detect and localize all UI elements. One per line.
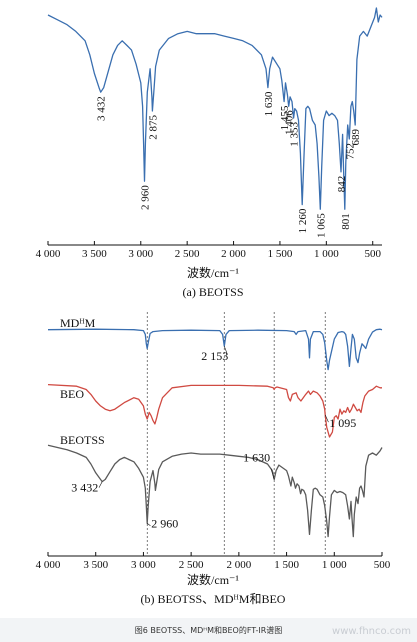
panel-a-peak-label: 842 xyxy=(336,176,348,193)
panel-b-peak-leader xyxy=(98,481,103,488)
panel-b-peak-leader xyxy=(324,414,329,423)
panel-b-x-tick-label: 1 000 xyxy=(322,559,347,571)
panel-a-peak-label: 689 xyxy=(350,129,362,146)
panel-a-x-tick-label: 1 000 xyxy=(314,248,339,260)
panel-a-x-tick-label: 3 500 xyxy=(82,248,107,260)
panel-a-x-tick-label: 2 500 xyxy=(175,248,200,260)
panel-a-x-tick-label: 1 500 xyxy=(268,248,293,260)
panel-a-peak-label: 1 406 xyxy=(284,110,296,135)
panel-a-x-tick-label: 4 000 xyxy=(36,248,61,260)
figure-caption: 图6 BEOTSS、MDᴴM和BEO的FT-IR谱图 xyxy=(0,618,417,642)
panel-a-x-tick-label: 500 xyxy=(364,248,381,260)
panel-b-peak-label: 3 432 xyxy=(71,481,98,495)
panel-a-x-tick-label: 2 000 xyxy=(221,248,246,260)
panel-b-series-layer xyxy=(47,328,383,538)
panel-a-peak-label: 3 432 xyxy=(96,96,108,121)
panel-a-label: (a) BEOTSS xyxy=(183,285,244,299)
panel-a-series-layer xyxy=(47,7,383,210)
beo-series-label: BEO xyxy=(60,387,84,401)
panel-a-peak-label: 1 455 xyxy=(279,105,291,130)
beotss-series-label: BEOTSS xyxy=(60,433,105,447)
panel-a-peak-label: 1 353 xyxy=(289,122,301,147)
panel-a-x-axis: 4 000 3 500 3 000 2 500 2 000 1 500 1 000 500 xyxy=(36,241,382,260)
panel-a-peak-label: 1 630 xyxy=(263,91,275,116)
panel-b-series-labels: MDᴴM BEO BEOTSS xyxy=(60,316,105,447)
panel-b-peak-label: 2 960 xyxy=(151,516,178,530)
panel-b-peak-leader xyxy=(147,523,151,527)
panel-b-peak-leader xyxy=(270,468,275,480)
panel-b-label: (b) BEOTSS、MDᴴM和BEO xyxy=(141,592,286,606)
panel-b-peak-label: 1 630 xyxy=(243,450,270,464)
panel-b-x-tick-label: 500 xyxy=(374,559,391,571)
md-m-spectrum-line xyxy=(47,328,383,371)
beotss-spectrum-line xyxy=(47,444,383,538)
panel-b-peak-labels: 2 153 1 095 1 630 3 432 2 960 xyxy=(71,346,356,530)
beotss-a-spectrum-line xyxy=(47,7,383,210)
panel-b-x-tick-label: 3 500 xyxy=(83,559,108,571)
beo-spectrum-line xyxy=(47,383,382,438)
panel-b-x-tick-label: 3 000 xyxy=(131,559,156,571)
md-m-series-label: MDᴴM xyxy=(60,316,96,330)
panel-a-peak-label: 752 xyxy=(344,143,356,160)
panel-b-peak-leader xyxy=(223,346,228,355)
panel-a-x-tick-label: 3 000 xyxy=(128,248,153,260)
panel-b-x-axis-label: 波数/cm⁻¹ xyxy=(187,572,239,587)
panel-b-x-tick-label: 2 500 xyxy=(179,559,204,571)
panel-b-x-axis: 4 000 3 500 3 000 2 500 2 000 1 500 1 000 500 xyxy=(36,552,391,571)
panel-b-x-tick-label: 4 000 xyxy=(36,559,61,571)
panel-b-peak-label: 2 153 xyxy=(201,349,228,363)
panel-a-peak-label: 1 260 xyxy=(297,208,309,233)
panel-a-peak-label: 1 065 xyxy=(315,213,327,238)
panel-a-peak-label: 801 xyxy=(340,213,352,230)
panel-a-peak-label: 2 960 xyxy=(140,185,152,210)
panel-b-peak-label: 1 095 xyxy=(329,416,356,430)
watermark: www.fhnco.com xyxy=(332,626,411,637)
panel-b-x-tick-label: 1 500 xyxy=(274,559,299,571)
panel-a-peak-label: 2 875 xyxy=(147,115,159,140)
panel-a-x-axis-label: 波数/cm⁻¹ xyxy=(187,265,239,280)
panel-b-x-tick-label: 2 000 xyxy=(226,559,251,571)
